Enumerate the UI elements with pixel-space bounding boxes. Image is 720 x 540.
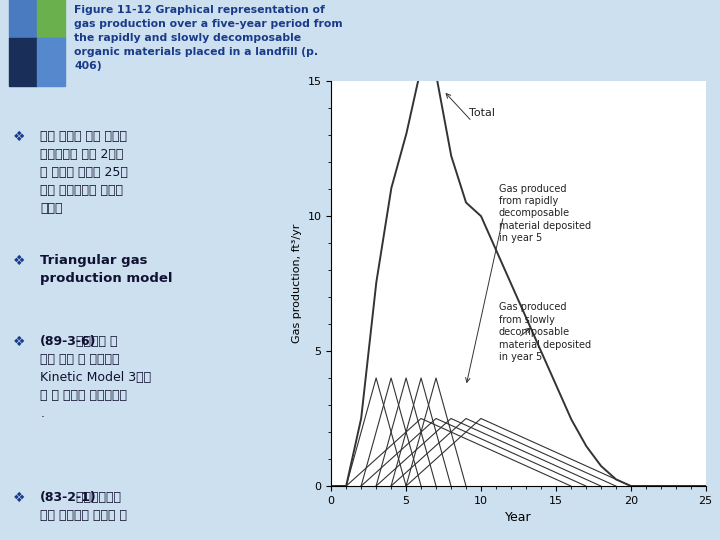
Text: Figure 11-12 Graphical representation of
gas production over a five-year period : Figure 11-12 Graphical representation of… bbox=[74, 5, 343, 71]
Text: 가스 발생에 의해 측정된
분해속도는 초기 2년내
에 최고에 달하고 25년
까지 게속되면서 천천히
줄어등: 가스 발생에 의해 측정된 분해속도는 초기 2년내 에 최고에 달하고 25년… bbox=[40, 130, 128, 214]
Bar bbox=[37, 38, 65, 86]
Text: (83-2-1): (83-2-1) bbox=[40, 491, 97, 504]
Bar bbox=[9, 38, 37, 86]
Text: 매립가스발생
량을 추정하는 방법에 대: 매립가스발생 량을 추정하는 방법에 대 bbox=[40, 491, 127, 522]
Text: Triangular gas
production model: Triangular gas production model bbox=[40, 254, 173, 285]
Text: ❖: ❖ bbox=[12, 491, 25, 505]
Text: Gas produced
from rapidly
decomposable
material deposited
in year 5: Gas produced from rapidly decomposable m… bbox=[499, 184, 591, 243]
Bar bbox=[37, 0, 65, 38]
Text: ❖: ❖ bbox=[12, 254, 25, 268]
Text: ❖: ❖ bbox=[12, 335, 25, 349]
Bar bbox=[9, 0, 37, 38]
X-axis label: Year: Year bbox=[505, 511, 531, 524]
Text: ❖: ❖ bbox=[12, 130, 25, 144]
Y-axis label: Gas production, ft³/yr: Gas production, ft³/yr bbox=[292, 224, 302, 343]
Text: Total: Total bbox=[469, 108, 495, 118]
Text: Gas produced
from slowly
decomposable
material deposited
in year 5: Gas produced from slowly decomposable ma… bbox=[499, 302, 591, 362]
Text: (89-3-6): (89-3-6) bbox=[40, 335, 96, 348]
Text: 매립가스 발
생량 예측 시 사용되는
Kinetic Model 3가지
와 그 특징을 설명하시오
.: 매립가스 발 생량 예측 시 사용되는 Kinetic Model 3가지 와 … bbox=[40, 335, 151, 420]
